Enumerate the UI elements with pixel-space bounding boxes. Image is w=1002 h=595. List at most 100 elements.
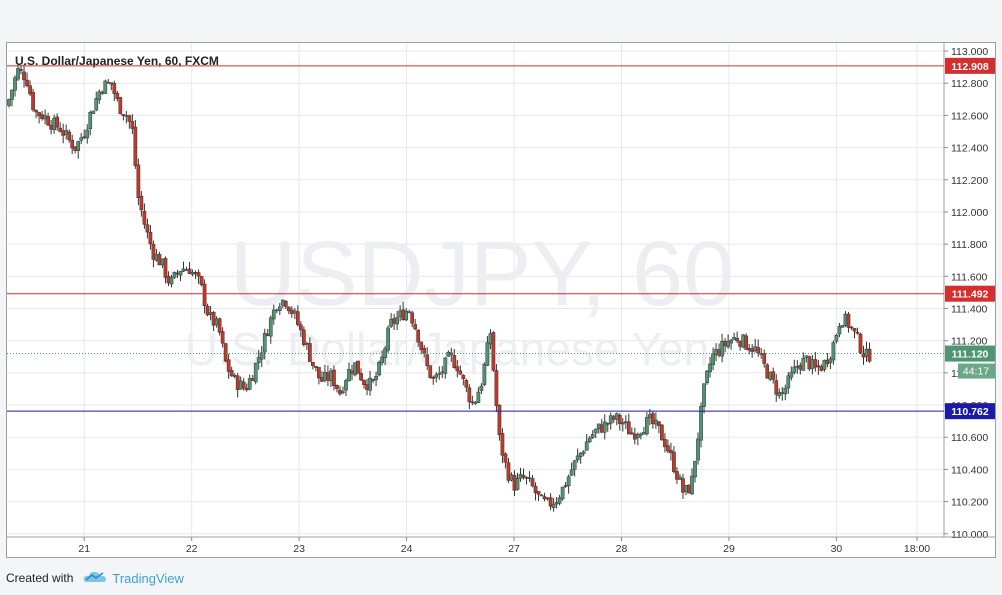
candle-body [100, 91, 105, 94]
candle-body [431, 376, 436, 379]
y-tick-label: 110.200 [951, 497, 988, 509]
candle-body [638, 433, 643, 436]
tradingview-cloud-icon[interactable] [83, 570, 107, 587]
x-tick-label: 24 [401, 543, 413, 555]
y-tick-label: 110.000 [951, 529, 988, 541]
candle-body [317, 367, 321, 379]
candle-body [515, 478, 520, 490]
candle-body [572, 460, 577, 470]
candle-body [241, 381, 246, 389]
candle-body [608, 415, 613, 424]
candle-body [717, 349, 721, 356]
candle-body [819, 366, 824, 371]
candle-body [326, 372, 330, 381]
last-price-label: 111.120 [952, 349, 989, 361]
y-tick-label: 112.200 [951, 175, 988, 187]
candle-body [693, 460, 697, 478]
candle-body [163, 258, 168, 278]
chart-title: U.S. Dollar/Japanese Yen, 60, FXCM [15, 54, 219, 68]
candle-body [524, 476, 529, 479]
candle-body [280, 299, 285, 306]
candle-body [578, 452, 583, 458]
candle-body [542, 496, 547, 500]
candle-body [25, 79, 29, 87]
candle-body [371, 379, 375, 381]
candle-body [681, 478, 685, 493]
candle-body [738, 341, 742, 347]
y-tick-label: 111.200 [951, 336, 988, 348]
candle-body [750, 348, 755, 352]
candle-body [735, 338, 739, 342]
candle-body [356, 360, 360, 374]
candle-body [160, 258, 165, 266]
candle-body [557, 497, 562, 504]
candle-body [642, 432, 646, 435]
candle-body [467, 387, 472, 403]
candle-body [834, 335, 839, 342]
candle-body [584, 441, 589, 451]
candle-body [756, 347, 761, 354]
candle-body [708, 363, 712, 373]
candle-body [256, 357, 261, 363]
candle-body [617, 414, 622, 424]
candle-body [37, 112, 41, 117]
candle-body [94, 98, 99, 111]
candle-body [551, 503, 556, 508]
candle-body [699, 406, 703, 441]
candle-body [19, 69, 23, 71]
candle-body [666, 445, 670, 452]
y-tick-label: 112.000 [951, 207, 988, 219]
candle-body [190, 271, 195, 275]
candle-body [88, 112, 93, 130]
candle-body [732, 337, 736, 340]
candle-body [347, 369, 351, 382]
candle-body [28, 85, 32, 95]
y-tick-label: 113.000 [951, 46, 988, 58]
candle-body [587, 437, 592, 442]
chart-container[interactable]: 113.000 112.800 112.600 112.400 112.200 112.0… [6, 42, 996, 558]
candle-body [569, 469, 574, 476]
candlestick-chart[interactable]: 113.000 112.800 112.600 112.400 112.200 112.0… [7, 43, 995, 557]
candle-body [443, 357, 448, 374]
candle-body [762, 353, 767, 364]
x-tick-label: 30 [831, 543, 843, 555]
candle-body [635, 434, 640, 439]
candle-body [380, 356, 384, 364]
candle-body [292, 310, 297, 314]
candle-body [271, 309, 276, 320]
candle-body [22, 71, 26, 81]
candle-body [302, 329, 306, 346]
candle-body [40, 114, 44, 119]
candle-body [599, 424, 604, 433]
candle-body [539, 494, 544, 497]
candle-body [112, 83, 117, 94]
candle-body [455, 366, 460, 372]
candle-body [16, 68, 20, 80]
candle-body [590, 434, 595, 438]
candle-body [864, 348, 869, 357]
candle-body [55, 116, 59, 128]
candle-body [49, 125, 53, 130]
candle-body [669, 450, 673, 454]
y-tick-label: 110.600 [951, 432, 988, 444]
candle-body [753, 346, 758, 351]
candle-body [678, 476, 682, 480]
candle-body [73, 146, 78, 151]
candle-body [720, 340, 724, 357]
x-tick-label: 22 [186, 543, 198, 555]
candle-body [452, 355, 457, 368]
candle-body [726, 341, 730, 348]
candle-body [223, 343, 228, 362]
tradingview-link[interactable]: TradingView [112, 570, 184, 586]
candle-body [506, 462, 511, 481]
level-label: 111.492 [952, 289, 989, 301]
candle-body [684, 485, 688, 492]
candle-body [566, 476, 571, 486]
candle-body [660, 424, 664, 441]
candle-body [217, 318, 222, 333]
candle-body [729, 339, 733, 344]
candle-body [353, 362, 357, 376]
candle-body [61, 130, 66, 136]
candle-body [434, 374, 439, 378]
candle-body [142, 211, 147, 225]
